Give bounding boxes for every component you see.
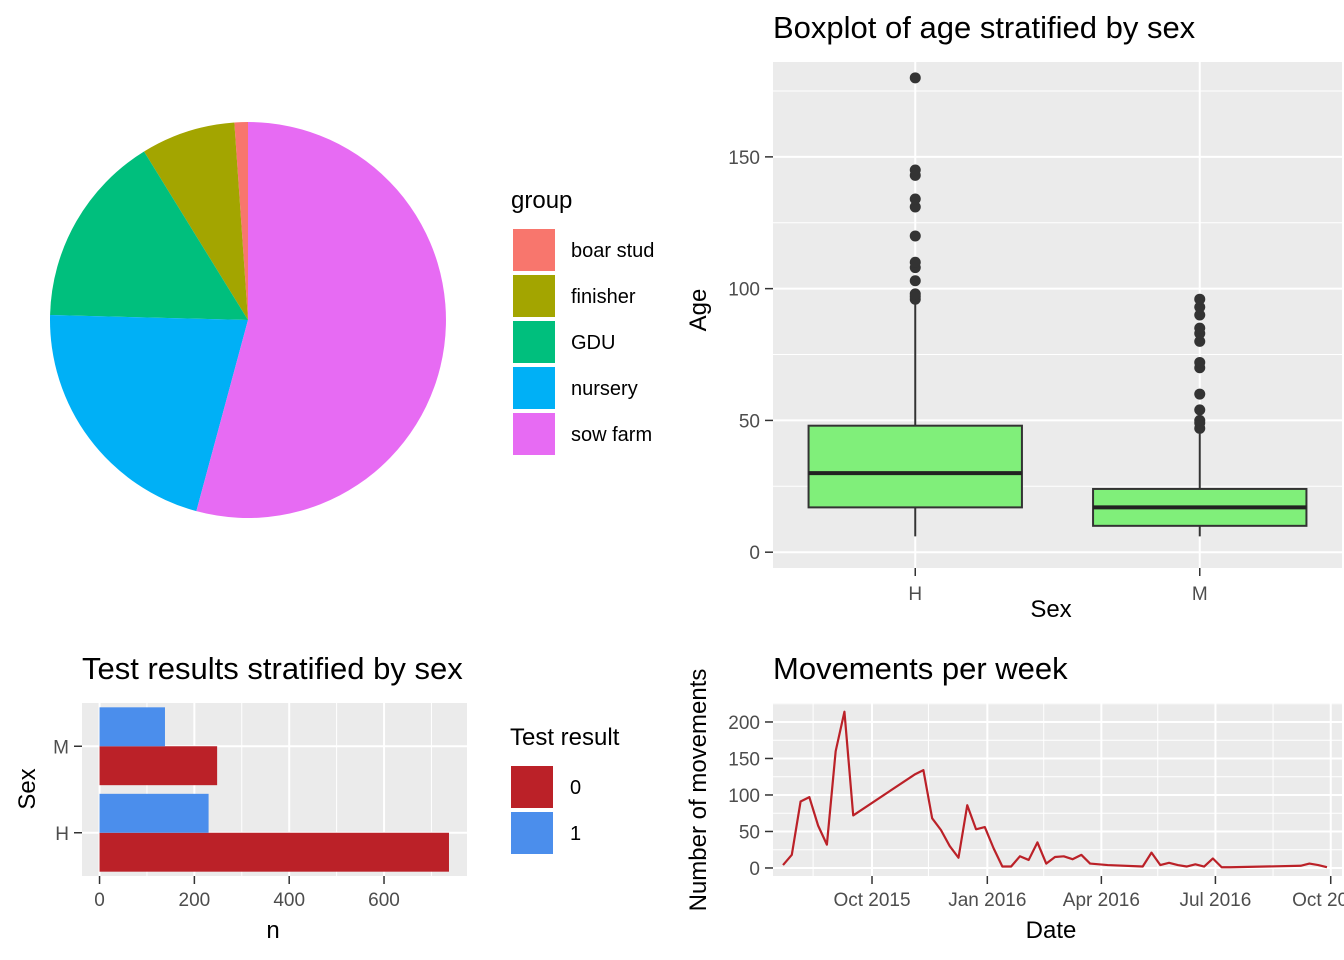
boxplot-outlier-point [910, 230, 921, 241]
boxplot-y-tick-label: 50 [739, 411, 760, 432]
line-y-tick-label: 0 [749, 859, 760, 880]
boxplot-x-axis-title: Sex [1030, 596, 1071, 623]
boxplot-outlier-point [1194, 404, 1205, 415]
pie-legend-swatch [513, 229, 555, 271]
pie-legend-swatch [513, 413, 555, 455]
bar-legend-label: 0 [570, 777, 581, 799]
bar-x-tick-label: 600 [368, 890, 400, 911]
bar-y-tick-label: M [53, 737, 69, 758]
pie-chart-panel: group boar stud finisher GDU nursery sow far… [50, 122, 654, 518]
boxplot-outlier-point [1194, 357, 1205, 368]
bar-H-result-0 [100, 833, 449, 872]
boxplot-panel: Boxplot of age stratified by sex 0 50 100 1… [685, 10, 1342, 623]
bar-M-result-0 [100, 746, 218, 785]
boxplot-outlier-point [910, 194, 921, 205]
boxplot-x-tick-label: M [1192, 584, 1208, 605]
bar-H-result-1 [100, 794, 209, 833]
line-y-tick-label: 100 [728, 786, 760, 807]
bar-legend-label: 1 [570, 823, 581, 845]
line-y-tick-label: 150 [728, 749, 760, 770]
pie-legend-label: GDU [571, 332, 615, 354]
boxplot-y-tick-label: 100 [728, 280, 760, 301]
boxplot-outlier-point [910, 165, 921, 176]
bar-x-tick-label: 200 [179, 890, 211, 911]
bar-y-tick-label: H [55, 824, 69, 845]
pie-legend-swatch [513, 275, 555, 317]
pie-slices [50, 122, 446, 518]
boxplot-outlier-point [910, 72, 921, 83]
boxplot-outlier-point [910, 275, 921, 286]
pie-legend-label: sow farm [571, 424, 652, 446]
bar-chart-title: Test results stratified by sex [82, 651, 463, 686]
pie-legend-swatch [513, 321, 555, 363]
line-y-axis-title: Number of movements [685, 669, 712, 912]
bar-chart-panel: Test results stratified by sex 0 200 400 60… [14, 651, 620, 944]
boxplot-outlier-point [1194, 415, 1205, 426]
pie-legend-swatch [513, 367, 555, 409]
bar-x-tick-label: 400 [273, 890, 305, 911]
pie-legend: boar stud finisher GDU nursery sow farm [513, 229, 654, 455]
line-y-tick-label: 200 [728, 713, 760, 734]
line-x-tick-label: Apr 2016 [1063, 890, 1140, 911]
line-x-tick-label: Jul 2016 [1179, 890, 1251, 911]
line-x-axis-title: Date [1026, 917, 1077, 944]
bar-M-result-1 [100, 707, 165, 746]
boxplot-outlier-point [910, 288, 921, 299]
boxplot-outlier-point [910, 257, 921, 268]
figure: group boar stud finisher GDU nursery sow far… [0, 0, 1344, 960]
line-x-tick-label: Jan 2016 [948, 890, 1026, 911]
pie-legend-label: finisher [571, 286, 636, 308]
boxplot-y-tick-label: 0 [749, 543, 760, 564]
line-x-tick-label: Oct 2015 [833, 890, 910, 911]
boxplot-x-tick-label: H [908, 584, 922, 605]
bar-legend-title: Test result [510, 724, 620, 751]
bar-legend-swatch [511, 812, 553, 854]
boxplot-y-tick-label: 150 [728, 148, 760, 169]
boxplot-title: Boxplot of age stratified by sex [773, 10, 1196, 45]
pie-legend-label: boar stud [571, 240, 654, 262]
line-chart-panel: Movements per week 0 50 100 150 200 Oct 2015 J… [685, 651, 1344, 944]
bar-legend: 01 [511, 766, 581, 854]
bar-x-tick-label: 0 [94, 890, 105, 911]
line-x-tick-label: Oct 2016 [1292, 890, 1344, 911]
pie-legend-label: nursery [571, 378, 638, 400]
boxplot-box [809, 426, 1022, 508]
boxplot-outlier-point [1194, 294, 1205, 305]
boxplot-outlier-point [1194, 389, 1205, 400]
pie-legend-title: group [511, 187, 572, 214]
bar-legend-swatch [511, 766, 553, 808]
boxplot-outlier-point [1194, 323, 1205, 334]
bar-x-axis-title: n [266, 917, 279, 944]
line-y-tick-label: 50 [739, 822, 760, 843]
boxplot-y-axis-title: Age [685, 289, 712, 332]
line-chart-title: Movements per week [773, 651, 1068, 686]
bar-y-axis-title: Sex [14, 768, 41, 809]
